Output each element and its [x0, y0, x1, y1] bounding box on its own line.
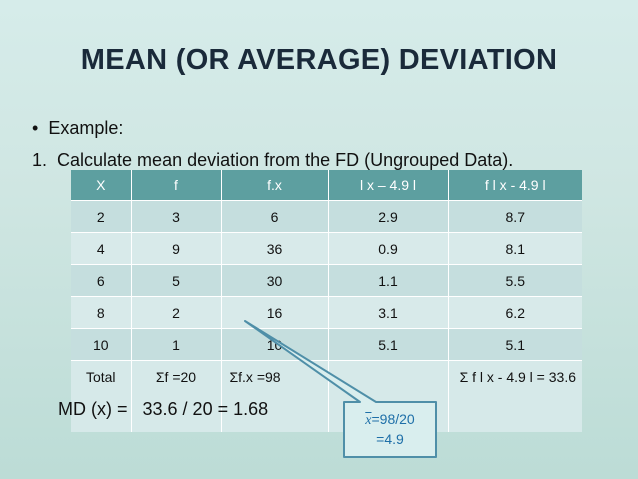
- frequency-distribution-table: X f f.x l x – 4.9 l f l x - 4.9 l 2 3 6 …: [71, 170, 582, 432]
- cell: 5.1: [447, 328, 582, 361]
- total-fx: Σf.x =98: [220, 360, 328, 432]
- numbered-item: 1. Calculate mean deviation from the FD …: [32, 150, 513, 171]
- table-row: 4 9 36 0.9 8.1: [71, 232, 582, 265]
- cell: 2.9: [327, 200, 448, 233]
- header-x: X: [71, 170, 131, 201]
- bullet-text: Example:: [48, 118, 124, 138]
- cell: 10: [71, 328, 131, 361]
- cell: 2: [71, 200, 131, 233]
- cell: 3.1: [327, 296, 448, 329]
- numbered-text: Calculate mean deviation from the FD (Un…: [57, 150, 514, 170]
- cell: 1.1: [327, 264, 448, 297]
- table-row: 10 1 10 5.1 5.1: [71, 328, 582, 361]
- bullet-item: • Example:: [32, 118, 123, 139]
- mean-deviation-result: MD (x) = 33.6 / 20 = 1.68: [58, 399, 268, 420]
- cell: 16: [220, 296, 328, 329]
- callout-value-1: =98/20: [371, 411, 415, 427]
- bullet-marker: •: [32, 118, 49, 138]
- cell: 6.2: [447, 296, 582, 329]
- cell: 36: [220, 232, 328, 265]
- cell: 8.7: [447, 200, 582, 233]
- x-bar-symbol: x: [365, 413, 372, 428]
- header-f: f: [130, 170, 221, 201]
- cell: 8: [71, 296, 131, 329]
- callout-line-1: x=98/20: [343, 410, 437, 430]
- cell: 1: [130, 328, 221, 361]
- cell: 5: [130, 264, 221, 297]
- header-f-abs-dev: f l x - 4.9 l: [447, 170, 582, 201]
- cell: 8.1: [447, 232, 582, 265]
- slide-title: MEAN (OR AVERAGE) DEVIATION: [80, 44, 558, 76]
- result-expression: 33.6 / 20 = 1.68: [142, 399, 269, 419]
- cell: 3: [130, 200, 221, 233]
- cell: 5.5: [447, 264, 582, 297]
- cell: 10: [220, 328, 328, 361]
- cell: 0.9: [327, 232, 448, 265]
- callout-line-2: =4.9: [376, 431, 404, 447]
- header-abs-dev: l x – 4.9 l: [327, 170, 448, 201]
- result-label: MD (x) =: [58, 399, 128, 419]
- callout-text: x=98/20 =4.9: [343, 410, 437, 449]
- table-total-row: Total Σf =20 Σf.x =98 Σ f l x - 4.9 l = …: [71, 360, 582, 432]
- cell: 5.1: [327, 328, 448, 361]
- header-fx: f.x: [220, 170, 328, 201]
- cell: 2: [130, 296, 221, 329]
- cell: 9: [130, 232, 221, 265]
- total-f: Σf =20: [130, 360, 221, 432]
- table-row: 2 3 6 2.9 8.7: [71, 200, 582, 233]
- callout-shape: [244, 320, 437, 458]
- table-row: 6 5 30 1.1 5.5: [71, 264, 582, 297]
- total-label: Total: [71, 360, 131, 432]
- cell: 6: [71, 264, 131, 297]
- cell: 6: [220, 200, 328, 233]
- table-row: 8 2 16 3.1 6.2: [71, 296, 582, 329]
- table-header-row: X f f.x l x – 4.9 l f l x - 4.9 l: [71, 170, 582, 201]
- cell: 30: [220, 264, 328, 297]
- total-f-abs-dev: Σ f l x - 4.9 l = 33.6: [447, 360, 582, 432]
- cell: 4: [71, 232, 131, 265]
- number-marker: 1.: [32, 150, 58, 170]
